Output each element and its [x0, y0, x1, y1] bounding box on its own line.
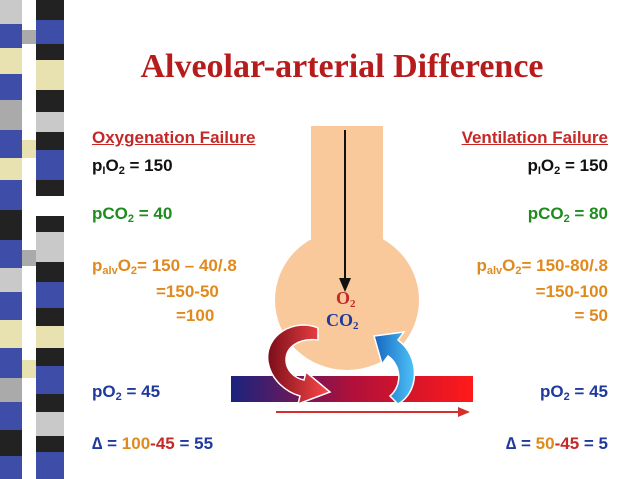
right-pco2: pCO2 = 80: [527, 204, 608, 225]
left-po2: pO2 = 45: [92, 382, 161, 403]
o2-flow-arrow: [339, 130, 351, 292]
right-calc-step-2: = 50: [574, 306, 608, 325]
blood-flow-arrow: [276, 407, 470, 417]
left-pco2: pCO2 = 40: [92, 204, 173, 225]
right-calc-step-1: =150-100: [535, 282, 608, 301]
left-calc-step-1: =150-50: [156, 282, 219, 301]
left-calc-step-2: =100: [176, 306, 215, 325]
co2-label: CO2: [326, 310, 359, 332]
co2-diffusion-arrow: [373, 331, 416, 405]
slide-title: Alveolar-arterial Difference: [140, 48, 544, 85]
right-palvo2: palvO2= 150-80/.8: [476, 256, 608, 277]
right-pio2: pIO2 = 150: [527, 156, 608, 177]
o2-diffusion-arrow: [267, 324, 332, 406]
ventilation-failure-heading: Ventilation Failure: [461, 128, 608, 147]
left-palvo2: palvO2= 150 – 40/.8: [92, 256, 237, 277]
decorative-stripe-column: [0, 0, 70, 479]
o2-label: O2: [336, 288, 356, 310]
left-delta: ∆ = 100-45 = 55: [92, 434, 214, 453]
capillary-bar: [231, 376, 473, 402]
right-po2: pO2 = 45: [539, 382, 608, 403]
left-pio2: pIO2 = 150: [92, 156, 173, 177]
oxygenation-failure-heading: Oxygenation Failure: [92, 128, 256, 147]
right-delta: ∆ = 50-45 = 5: [505, 434, 608, 453]
